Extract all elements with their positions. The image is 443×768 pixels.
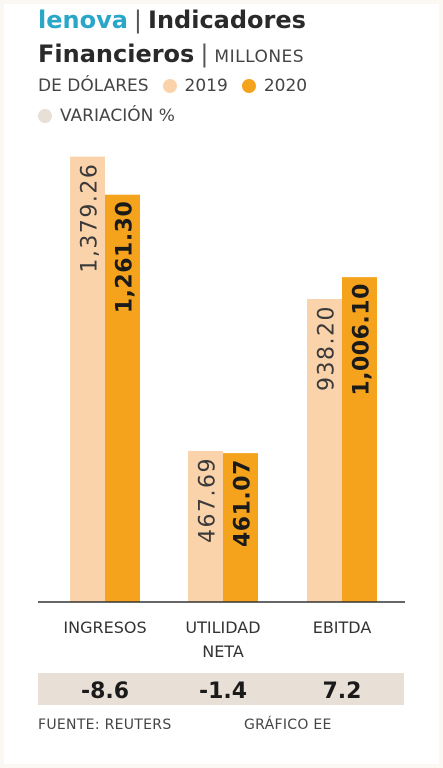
units-label: MILLONES [214,47,305,67]
legend-swatch-variation [38,109,52,123]
source-note: FUENTE: REUTERS [38,717,172,733]
legend-swatch-2019 [162,79,177,93]
category-label-0: INGRESOS [63,618,146,637]
legend-label-2020: 2020 [263,76,308,96]
data-label-2019-1: 467.69 [196,457,221,543]
legend-label-variation: VARIACIÓN % [60,106,175,126]
variation-value-1: -1.4 [199,679,247,704]
bar-2020-0 [105,194,140,602]
chart-title: lenova | Indicadores [38,6,306,34]
legend-swatch-2020 [241,79,256,93]
variation-value-0: -8.6 [81,679,129,704]
data-label-2020-2: 1,006.10 [350,283,375,396]
title-part2: Financieros [38,40,195,68]
title-separator: | [200,40,209,68]
legend-variation: VARIACIÓN % [38,106,175,126]
chart-title-line2: Financieros | MILLONES [38,40,304,68]
bar-2020-1 [223,453,258,602]
data-label-2020-0: 1,261.30 [113,201,138,314]
bar-2019-1 [188,450,223,602]
category-label-1: UTILIDAD [185,618,260,637]
title-separator: | [133,6,143,34]
bar-2019-0 [70,156,105,602]
category-label-1: NETA [202,642,244,661]
legend: DE DÓLARES 2019 2020 [38,76,307,96]
data-label-2019-0: 1,379.26 [78,163,103,273]
brand-name: lenova [38,6,128,34]
bar-2020-2 [342,277,377,602]
graphic-credit: GRÁFICO EE [244,717,332,733]
variation-value-2: 7.2 [323,679,362,704]
category-label-2: EBITDA [313,618,372,637]
variation-band [38,673,404,705]
units-label-line2: DE DÓLARES [38,76,149,96]
bar-2019-2 [307,299,342,602]
legend-label-2019: 2019 [184,76,228,96]
title-part1: Indicadores [148,6,306,34]
data-label-2020-1: 461.07 [231,459,256,547]
data-label-2019-2: 938.20 [315,305,340,391]
